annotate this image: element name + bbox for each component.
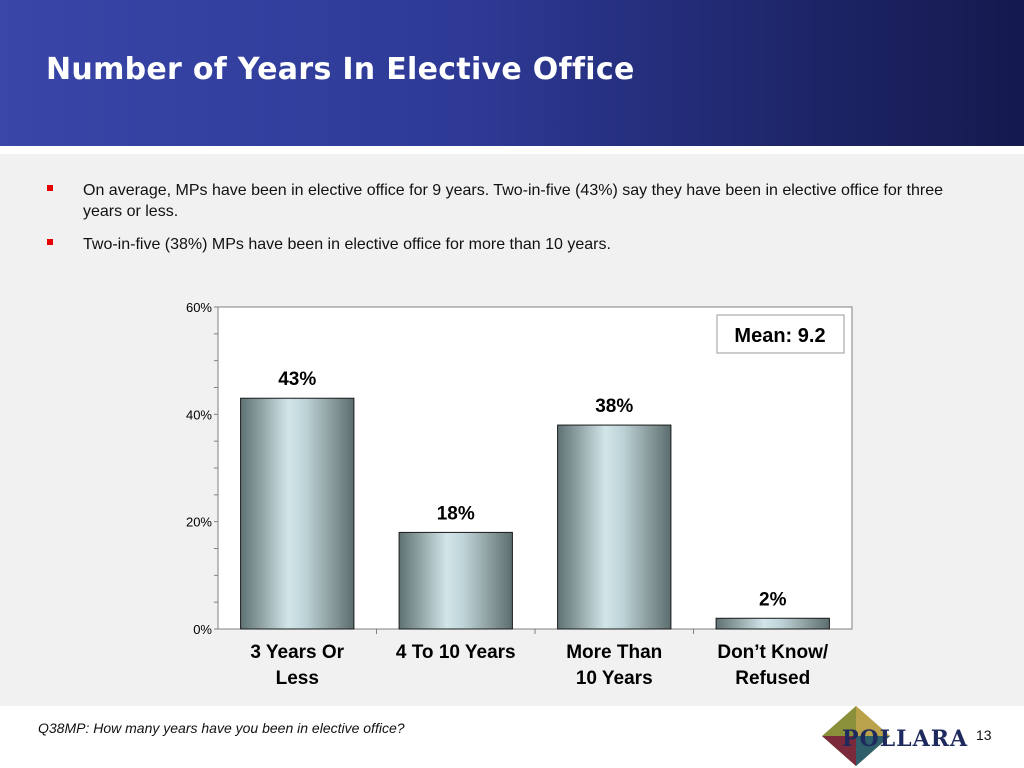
bullet-square-icon — [47, 185, 53, 191]
pollara-logo: POLLARA — [822, 706, 968, 766]
data-label: 38% — [595, 396, 633, 417]
y-axis: 0% 20% 40% 60% — [186, 300, 218, 637]
bar — [398, 531, 513, 630]
bullet-text: On average, MPs have been in elective of… — [83, 182, 944, 220]
x-axis: 3 Years Or Less 4 To 10 Years More Than 10 Y… — [250, 629, 829, 689]
bar — [240, 397, 355, 630]
x-tick-label: 4 To 10 Years — [396, 642, 516, 663]
data-label: 43% — [278, 369, 316, 390]
y-tick-label: 60% — [186, 300, 212, 315]
svg-text:POLLARA: POLLARA — [842, 726, 968, 752]
bullet-item: On average, MPs have been in elective of… — [44, 180, 984, 222]
y-tick-label: 40% — [186, 407, 212, 422]
y-tick-label: 20% — [186, 515, 212, 530]
x-tick-label: 3 Years Or — [250, 642, 344, 663]
data-label: 2% — [759, 589, 787, 610]
page-number: 13 — [976, 727, 992, 743]
y-tick-label: 0% — [193, 622, 212, 637]
bar — [557, 424, 672, 630]
x-tick-label: 10 Years — [576, 668, 653, 689]
bullet-item: Two-in-five (38%) MPs have been in elect… — [44, 234, 984, 255]
title-bar: Number of Years In Elective Office — [0, 0, 1024, 146]
question-footnote: Q38MP: How many years have you been in e… — [38, 720, 405, 736]
x-tick-label: More Than — [566, 642, 662, 663]
bar — [715, 617, 830, 630]
bullet-text: Two-in-five (38%) MPs have been in elect… — [83, 236, 611, 253]
data-label: 18% — [437, 503, 475, 524]
x-tick-label: Refused — [735, 668, 810, 689]
bullet-list: On average, MPs have been in elective of… — [44, 180, 984, 267]
x-tick-label: Less — [276, 668, 319, 689]
x-tick-label: Don’t Know/ — [717, 642, 829, 663]
bars: 43% 18% 38% 2% — [240, 369, 830, 630]
mean-label: Mean: 9.2 — [734, 325, 825, 347]
slide-title: Number of Years In Elective Office — [46, 52, 635, 87]
bullet-square-icon — [47, 239, 53, 245]
mean-annotation: Mean: 9.2 — [716, 314, 845, 354]
